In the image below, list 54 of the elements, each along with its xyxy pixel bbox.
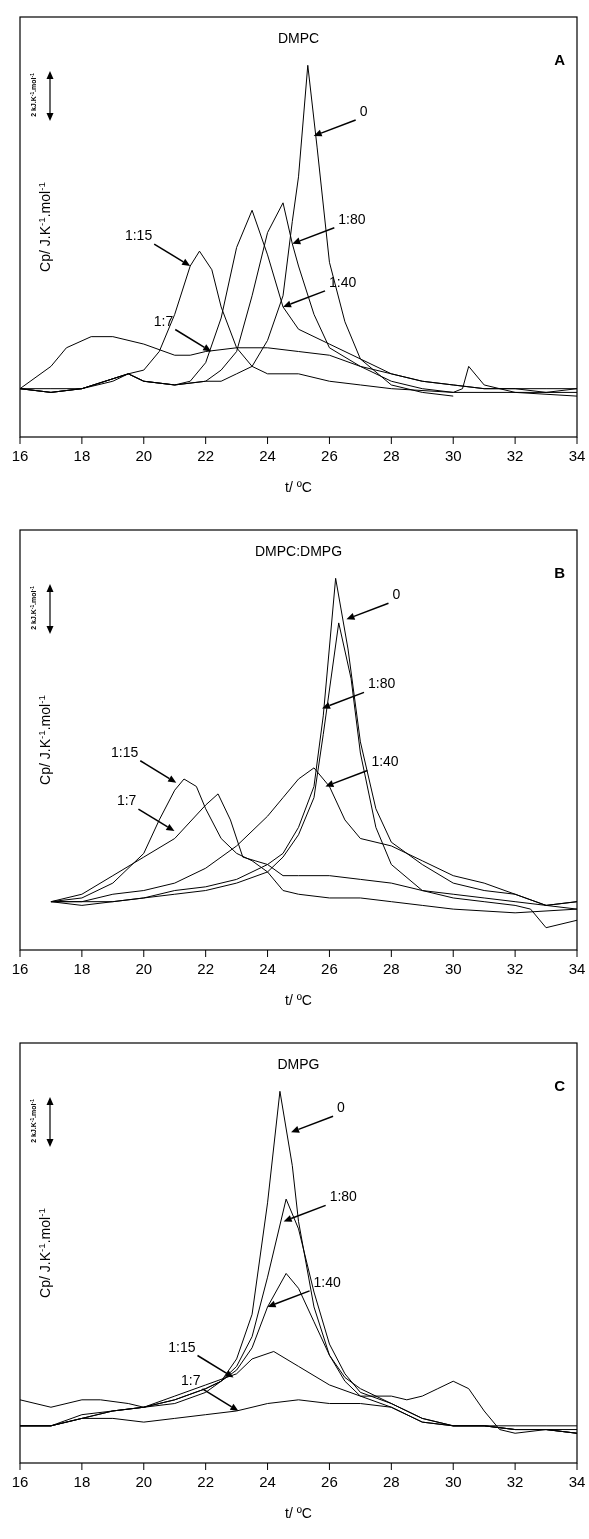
annotation: 1:80 [368,675,396,692]
x-tick-label: 18 [73,960,91,977]
annotation: B [554,564,566,581]
annotation: 1:7 [116,792,137,809]
annotation: 0 [392,586,401,603]
x-tick-label: 26 [321,960,338,977]
annotation: 1:80 [329,1188,358,1205]
x-tick-label: 16 [11,960,29,977]
annotation: 1:15 [168,1338,196,1355]
chart-title: DMPG [277,1056,320,1072]
x-tick-label: 34 [568,1473,586,1490]
chart-title: DMPC [277,30,320,46]
annotation: A [554,51,566,68]
annotation: 1:7 [181,1371,201,1388]
chart-title: DMPC:DMPG [254,543,343,559]
x-tick-label: 30 [444,960,462,977]
x-tick-label: 24 [259,447,276,464]
x-tick-label: 22 [197,960,215,977]
x-tick-label: 34 [568,447,586,464]
annotation: C [554,1077,566,1094]
x-axis-title: t/ ºC [285,992,312,1008]
x-tick-label: 26 [321,1473,338,1490]
x-tick-label: 32 [506,1473,524,1490]
annotation: 1:40 [329,273,357,290]
x-tick-label: 20 [135,447,153,464]
x-tick-label: 30 [444,447,462,464]
x-axis-title: t/ ºC [285,1505,312,1521]
annotation: 0 [359,102,368,119]
annotation: 0 [337,1099,346,1116]
x-tick-label: 24 [259,960,276,977]
x-tick-label: 22 [197,1473,215,1490]
x-tick-label: 32 [506,447,524,464]
x-tick-label: 30 [444,1473,462,1490]
x-tick-label: 16 [11,1473,29,1490]
annotation: 1:40 [371,753,399,770]
annotation: 1:80 [338,210,366,227]
x-tick-label: 32 [506,960,524,977]
annotation: 1:15 [124,227,153,244]
x-tick-label: 18 [73,447,91,464]
x-tick-label: 18 [73,1473,91,1490]
x-tick-label: 16 [11,447,29,464]
x-tick-label: 28 [382,447,400,464]
x-tick-label: 28 [382,1473,400,1490]
x-tick-label: 28 [382,960,400,977]
x-tick-label: 24 [259,1473,276,1490]
x-tick-label: 22 [197,447,215,464]
x-tick-label: 20 [135,1473,153,1490]
annotation: 1:7 [153,312,174,329]
x-tick-label: 34 [568,960,586,977]
annotation: 1:40 [313,1273,342,1290]
x-axis-title: t/ ºC [285,479,312,495]
x-tick-label: 26 [321,447,338,464]
x-tick-label: 20 [135,960,153,977]
annotation: 1:15 [111,743,139,760]
